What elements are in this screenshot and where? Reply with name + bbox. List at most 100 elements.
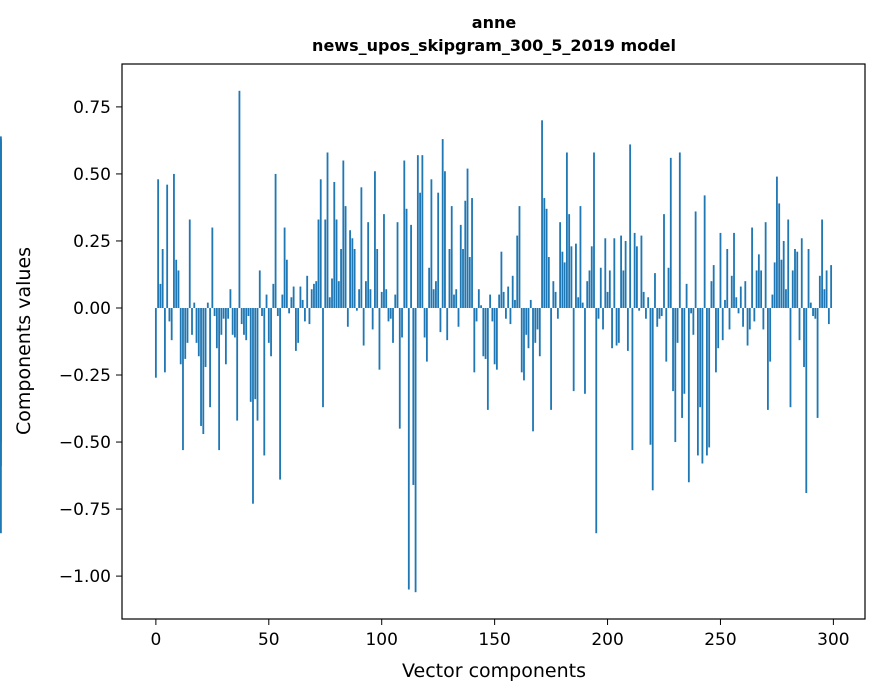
bar-31 (224, 307, 227, 365)
bar-210 (629, 144, 632, 308)
x-tick-label: 250 (704, 630, 736, 650)
bar-298 (827, 307, 830, 325)
bar-208 (624, 240, 627, 308)
bar-127 (441, 139, 444, 308)
bar-191 (586, 281, 589, 308)
bar-18 (195, 307, 198, 343)
bar-276 (778, 203, 781, 308)
bar-45 (256, 307, 259, 421)
bar-113 (410, 224, 412, 308)
bar-143 (477, 289, 480, 308)
bar-180 (561, 251, 564, 308)
bar-266 (755, 270, 758, 308)
bar-16 (191, 307, 193, 335)
bar-187 (577, 297, 580, 308)
bar-251 (721, 307, 724, 341)
bar-118 (421, 155, 424, 308)
bar-262 (746, 307, 749, 346)
bar-series (0, 90, 833, 593)
bar-17 (193, 302, 196, 308)
y-tick-label: 0.00 (73, 299, 111, 319)
bar-260 (742, 307, 744, 327)
bar-163 (523, 307, 525, 381)
bar-195 (595, 307, 598, 534)
bar-108 (398, 307, 401, 429)
bar-226 (665, 307, 668, 362)
bar-14 (186, 307, 189, 343)
bar-116 (416, 155, 419, 308)
x-tick-label: 200 (591, 630, 623, 650)
bar-224 (660, 307, 663, 317)
bar-289 (807, 249, 810, 308)
bar-132 (453, 294, 455, 308)
bar-268 (760, 270, 763, 308)
bar-56 (281, 294, 284, 308)
bar-164 (525, 307, 528, 335)
bar-237 (690, 307, 693, 314)
bar-89 (355, 307, 358, 311)
bar-4 (164, 307, 166, 373)
bar-62 (294, 307, 297, 351)
bar-242 (701, 307, 704, 464)
bar-175 (550, 307, 552, 410)
bar-30 (222, 307, 225, 319)
bar-71 (315, 281, 318, 308)
bar-76 (326, 152, 329, 308)
bar-238 (692, 307, 695, 335)
bar-230 (674, 307, 677, 443)
bar-57 (283, 227, 286, 308)
bar-273 (771, 294, 774, 308)
bar-248 (715, 307, 717, 373)
bar-185 (572, 307, 575, 392)
bar-290 (809, 302, 812, 308)
bar-79 (333, 181, 336, 308)
x-tick-label: 150 (478, 630, 510, 650)
bar-168 (534, 307, 537, 343)
x-axis-ticks: 0 50 100 150 200 250 300 (150, 619, 850, 650)
bar-197 (599, 267, 602, 308)
bar-249 (717, 307, 720, 349)
bar-264 (751, 227, 753, 308)
bar-128 (444, 171, 446, 308)
bar-27 (215, 307, 218, 349)
bar-50 (267, 307, 270, 343)
bar-3 (161, 249, 164, 308)
bar-246 (710, 281, 713, 308)
bar-269 (762, 307, 765, 330)
bar-205 (617, 307, 620, 343)
bar-219 (649, 307, 652, 445)
bar-67 (306, 275, 309, 308)
bar-209 (626, 307, 629, 351)
bar-278 (782, 240, 785, 308)
bar-252 (724, 299, 726, 308)
bar-239 (694, 211, 697, 308)
bar-244 (706, 307, 708, 456)
bar-120 (425, 307, 428, 362)
bar-258 (737, 307, 740, 314)
bar-46 (258, 270, 261, 308)
bar-94 (367, 222, 370, 308)
bar-39 (243, 307, 245, 335)
bar-55 (279, 307, 281, 480)
bar-84 (344, 206, 347, 308)
bar-192 (588, 270, 591, 308)
bar-41 (247, 307, 250, 317)
bar-279 (785, 289, 787, 308)
bar-73 (319, 179, 322, 308)
bar-6 (168, 307, 171, 322)
bar-106 (394, 294, 397, 308)
bar-253 (726, 249, 729, 308)
bar-35 (234, 307, 236, 338)
bar-255 (730, 275, 733, 308)
bar-129 (446, 307, 449, 341)
bar-26 (213, 307, 216, 317)
bar-95 (369, 289, 372, 308)
bar-38 (240, 307, 243, 325)
bar-12 (182, 307, 184, 451)
bar-250 (719, 232, 722, 308)
bar-74 (322, 307, 324, 408)
bar-177 (554, 291, 557, 308)
bar-232 (678, 152, 681, 308)
bar-40 (245, 307, 248, 341)
